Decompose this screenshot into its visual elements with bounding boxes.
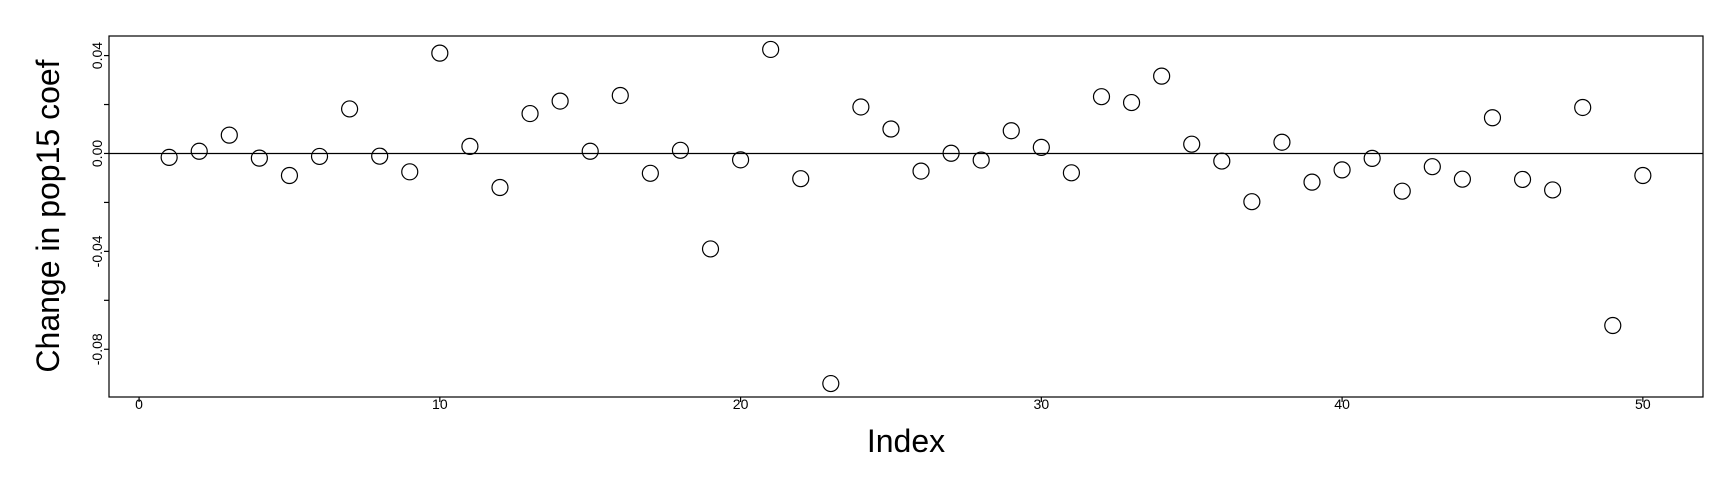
data-point [1153, 67, 1171, 85]
data-point [1092, 88, 1111, 106]
data-point [671, 141, 690, 159]
data-point [1483, 109, 1502, 127]
data-point [1273, 133, 1291, 151]
data-point [762, 40, 780, 59]
x-tick-label: 40 [1334, 396, 1350, 412]
data-point [852, 98, 870, 116]
x-axis-title: Index [867, 423, 945, 459]
data-point [581, 142, 599, 160]
data-point [491, 178, 509, 197]
data-point [1032, 138, 1050, 156]
data-point [882, 120, 900, 138]
data-point [701, 240, 720, 258]
data-point [1634, 166, 1652, 185]
data-point [912, 162, 930, 180]
data-point [190, 142, 208, 160]
data-point [1122, 93, 1141, 112]
data-point [731, 151, 750, 169]
plot-frame [108, 35, 1704, 398]
x-tick-label: 50 [1635, 396, 1651, 412]
data-point [461, 137, 479, 155]
x-tick-label: 0 [135, 396, 143, 412]
data-point [1544, 181, 1562, 199]
data-point [942, 144, 960, 162]
data-point [792, 170, 810, 188]
data-point [250, 149, 268, 167]
data-point [280, 166, 299, 185]
x-ticks: 0 10 20 30 40 50 [135, 396, 1651, 412]
data-point [1574, 98, 1592, 117]
data-point [551, 92, 569, 110]
data-point [1333, 161, 1351, 179]
x-tick-label: 20 [733, 396, 749, 412]
data-point [160, 148, 178, 166]
data-point [1423, 158, 1441, 176]
y-axis-title: Change in pop15 coef [30, 59, 66, 372]
data-point [1513, 170, 1532, 189]
data-point [1393, 182, 1411, 200]
data-point [641, 164, 659, 182]
points-group [160, 40, 1652, 393]
y-tick-label: 0.00 [89, 140, 105, 167]
y-tick-label: 0.04 [89, 42, 105, 69]
x-tick-label: 30 [1034, 396, 1050, 412]
data-point [1453, 170, 1471, 188]
y-tick-label: -0.04 [89, 235, 105, 267]
data-point [972, 151, 990, 169]
data-point [1183, 135, 1201, 153]
data-point [401, 163, 419, 181]
data-point [431, 44, 449, 62]
data-point [1604, 316, 1622, 335]
data-point [1062, 164, 1081, 182]
data-point [611, 86, 629, 105]
y-ticks: -0.08 -0.04 0.00 0.04 [89, 42, 109, 365]
data-point [371, 147, 389, 165]
data-point [1213, 152, 1231, 170]
data-point [220, 126, 238, 144]
data-point [341, 100, 359, 118]
data-point [1363, 149, 1381, 167]
data-point [822, 374, 840, 393]
data-point [1303, 173, 1321, 191]
y-tick-label: -0.08 [89, 333, 105, 365]
data-point [521, 104, 539, 123]
data-point [1243, 193, 1261, 211]
data-point [310, 147, 329, 166]
data-point [1002, 122, 1020, 140]
x-tick-label: 10 [432, 396, 448, 412]
